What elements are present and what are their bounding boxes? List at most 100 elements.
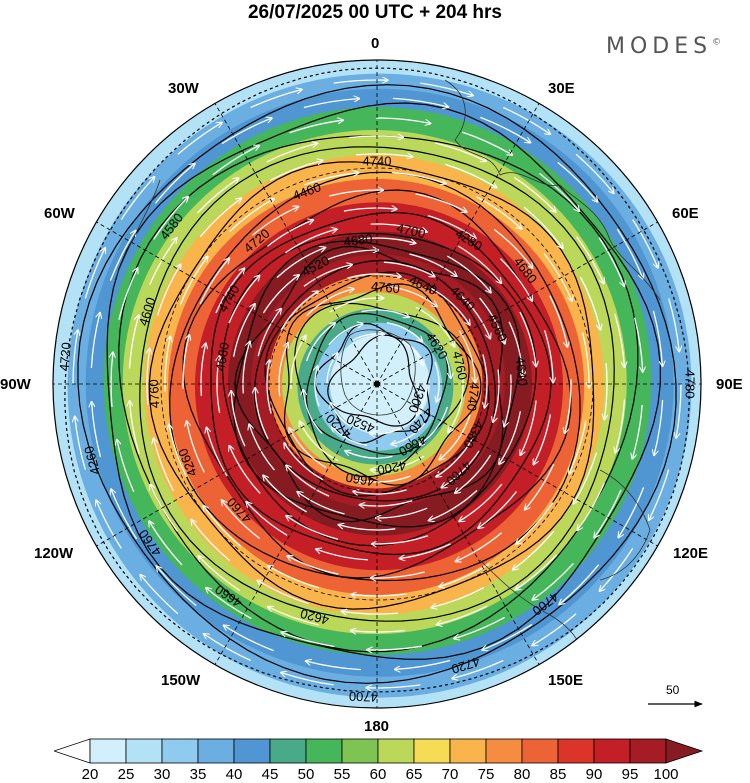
streamline (619, 487, 645, 537)
contour-label: 4260 (81, 444, 103, 476)
streamline (111, 353, 113, 408)
streamline (206, 588, 252, 620)
streamline (574, 452, 598, 503)
lon-label-150e: 150E (548, 672, 584, 689)
streamline (479, 491, 517, 528)
streamline (147, 349, 150, 405)
brand-logo: MODES© (606, 34, 721, 59)
colorbar-label-60: 60 (369, 766, 387, 783)
streamline (262, 275, 298, 314)
contour-label: 4700 (395, 220, 426, 241)
streamline (400, 543, 451, 559)
streamline (594, 489, 622, 537)
lon-label-120w: 120W (34, 545, 74, 562)
colorbar-segment-10 (413, 738, 451, 764)
streamline (109, 231, 135, 281)
streamline (513, 176, 555, 211)
streamline (409, 253, 456, 276)
streamline (287, 516, 339, 540)
lon-label-60w: 60W (44, 205, 75, 222)
streamline (204, 506, 242, 547)
streamline (370, 426, 403, 435)
streamline (439, 563, 490, 587)
streamline (582, 332, 589, 388)
streamline (445, 163, 496, 187)
streamline (255, 388, 269, 440)
streamline (298, 492, 345, 515)
colorbar-label-40: 40 (225, 766, 243, 783)
latitude-circle-1 (160, 167, 594, 601)
lon-label-90w: 90W (0, 376, 31, 393)
streamline (263, 476, 308, 513)
streamline (316, 549, 368, 561)
streamline (457, 245, 501, 283)
streamline (96, 501, 122, 549)
streamline (442, 450, 480, 488)
streamline (500, 258, 533, 301)
streamline (153, 197, 188, 240)
streamline (326, 354, 337, 384)
streamline (346, 451, 393, 459)
streamline (192, 520, 231, 562)
streamline (654, 399, 664, 455)
streamline (290, 428, 327, 469)
streamline (228, 276, 259, 324)
streamline (460, 294, 491, 338)
map-boundary (52, 59, 702, 709)
streamline (222, 500, 261, 540)
streamline (231, 391, 246, 447)
streamline (111, 490, 138, 540)
meridian-line (376, 383, 543, 670)
streamline (200, 344, 206, 397)
streamline (149, 238, 177, 285)
streamline (357, 475, 411, 482)
colorbar-label-70: 70 (441, 766, 459, 783)
streamline (347, 274, 400, 278)
streamline (196, 178, 238, 214)
colorbar-segment-17 (665, 738, 704, 764)
lon-label-150w: 150W (161, 672, 201, 689)
streamline (154, 439, 174, 492)
streamline (305, 323, 335, 362)
colorbar-segment-9 (377, 738, 415, 764)
contour-label: 4680 (212, 341, 232, 372)
contour-label: 4760 (146, 379, 162, 409)
streamline (247, 502, 288, 536)
streamline (349, 136, 403, 138)
streamline (284, 443, 324, 481)
streamline (401, 340, 423, 365)
height-contour-18 (327, 334, 419, 427)
streamline (598, 237, 624, 286)
streamline (276, 248, 325, 279)
streamline (215, 269, 244, 314)
lon-label-60e: 60E (672, 205, 699, 222)
streamline (483, 354, 487, 407)
colorbar-label-85: 85 (549, 766, 567, 783)
streamline (633, 317, 643, 372)
streamline (543, 330, 553, 382)
streamline (333, 80, 388, 84)
streamline (427, 214, 476, 239)
streamline (632, 404, 643, 459)
streamline (118, 269, 137, 320)
colorbar-segment-3 (161, 738, 199, 764)
streamline (328, 324, 363, 346)
meridian-line (376, 383, 663, 550)
contour-label: 4200 (376, 458, 407, 478)
streamline (435, 361, 439, 402)
colorbar-segment-8 (341, 738, 379, 764)
streamline (367, 684, 421, 688)
colorbar-label-100: 100 (653, 766, 679, 783)
streamline (284, 229, 336, 254)
streamline (476, 196, 522, 229)
streamline (280, 291, 317, 331)
wind-streamlines (73, 80, 681, 688)
colorbar-segment-1 (89, 738, 127, 764)
colorbar (54, 738, 704, 764)
lon-label-120e: 120E (673, 545, 709, 562)
colorbar-label-65: 65 (405, 766, 423, 783)
reference-vector-label: 50 (666, 683, 680, 697)
streamline (440, 414, 471, 459)
streamline (207, 428, 228, 477)
colorbar-segment-5 (233, 738, 271, 764)
